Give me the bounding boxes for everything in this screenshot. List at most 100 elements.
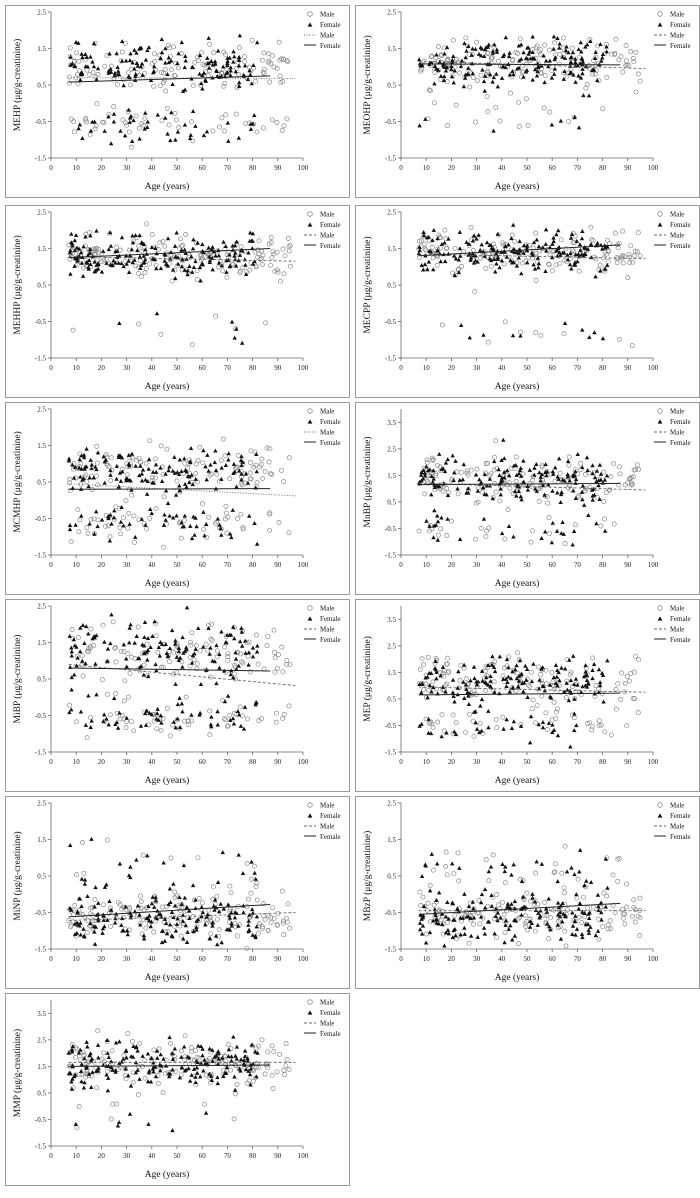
male-point	[94, 460, 100, 466]
male-point	[123, 498, 129, 504]
male-point	[110, 619, 116, 625]
female-point	[215, 942, 220, 947]
male-point	[552, 861, 558, 867]
female-point	[506, 926, 511, 931]
female-point	[590, 676, 595, 681]
female-point	[428, 731, 434, 736]
male-point	[137, 1040, 143, 1046]
female-point	[542, 80, 547, 85]
female-point	[487, 476, 493, 481]
male-point	[74, 872, 79, 878]
male-point	[561, 331, 567, 337]
female-point	[540, 483, 546, 488]
female-point	[436, 890, 442, 895]
female-point	[511, 862, 516, 867]
female-point	[580, 57, 585, 62]
male-point	[95, 482, 101, 488]
x-tick-label: 100	[298, 164, 309, 172]
female-point	[69, 645, 74, 650]
male-point	[161, 70, 167, 76]
female-point	[577, 242, 583, 247]
female-point	[90, 59, 95, 64]
male-point	[254, 129, 260, 135]
female-point	[473, 258, 478, 263]
male-point	[136, 125, 142, 131]
male-point	[627, 260, 633, 266]
x-tick-label: 30	[123, 758, 131, 766]
female-point	[423, 863, 428, 868]
male-point	[611, 461, 617, 467]
legend-male-marker	[307, 802, 313, 808]
female-point	[207, 1071, 212, 1076]
female-point	[94, 692, 99, 697]
male-point	[75, 507, 81, 513]
female-point	[468, 678, 473, 683]
y-tick-label: 3.5	[387, 419, 396, 427]
female-point	[430, 918, 436, 923]
female-point	[115, 1123, 121, 1128]
x-tick-label: 90	[274, 758, 282, 766]
female-point	[492, 42, 497, 47]
female-point	[580, 935, 585, 940]
male-point	[67, 480, 72, 486]
male-points	[67, 436, 292, 550]
y-tick-label: -1.5	[35, 355, 47, 363]
female-point	[196, 626, 201, 631]
male-point	[117, 525, 123, 530]
female-point	[466, 490, 471, 495]
female-point	[207, 254, 212, 259]
female-point	[573, 79, 578, 84]
male-point	[106, 464, 112, 470]
x-tick-label: 80	[249, 1152, 257, 1160]
female-point	[215, 1075, 220, 1080]
female-point	[434, 897, 439, 902]
female-point	[234, 1044, 240, 1049]
male-point	[160, 1090, 166, 1096]
male-point	[194, 268, 200, 274]
female-point	[81, 455, 87, 460]
female-point	[90, 1069, 95, 1074]
female-point	[93, 267, 99, 272]
female-point	[226, 451, 231, 456]
female-point	[68, 271, 73, 276]
female-point	[527, 740, 533, 745]
female-point	[190, 482, 196, 487]
male-point	[225, 1041, 231, 1047]
female-point	[552, 57, 557, 62]
female-point	[593, 274, 598, 279]
male-point	[182, 1033, 188, 1039]
female-points	[67, 836, 260, 947]
female-point	[223, 640, 228, 645]
x-tick-label: 50	[174, 1152, 182, 1160]
male-point	[67, 45, 73, 51]
male-point	[156, 1046, 162, 1052]
male-point	[491, 916, 497, 922]
female-point	[449, 861, 455, 866]
male-point	[535, 901, 541, 907]
male-point	[258, 462, 264, 467]
male-point	[223, 510, 229, 516]
female-point	[177, 695, 182, 700]
female-point	[567, 657, 572, 662]
female-point	[443, 914, 449, 919]
male-point	[247, 476, 253, 482]
male-point	[530, 477, 536, 483]
male-point	[516, 941, 522, 946]
female-point	[92, 941, 98, 946]
male-point	[74, 1046, 80, 1052]
female-point	[521, 458, 526, 463]
female-point	[70, 243, 75, 248]
female-point	[521, 250, 526, 255]
chart-svg: -1.5-0.50.51.52.50 10 20 30 40 50 60 70 80 90 100A…	[12, 603, 341, 787]
female-point	[417, 927, 423, 932]
scatter-panel: -1.5 -0.5 0.5 1.5 2.5 0 10 20 30 40 50 60 70 80 90 100 A…	[5, 402, 350, 595]
female-point	[536, 265, 541, 270]
male-point	[149, 475, 155, 481]
male-point	[88, 626, 94, 632]
female-point	[426, 716, 431, 721]
female-point	[575, 259, 580, 264]
y-tick-label: -1.5	[385, 749, 397, 757]
female-point	[247, 513, 252, 518]
male-point	[218, 457, 224, 463]
